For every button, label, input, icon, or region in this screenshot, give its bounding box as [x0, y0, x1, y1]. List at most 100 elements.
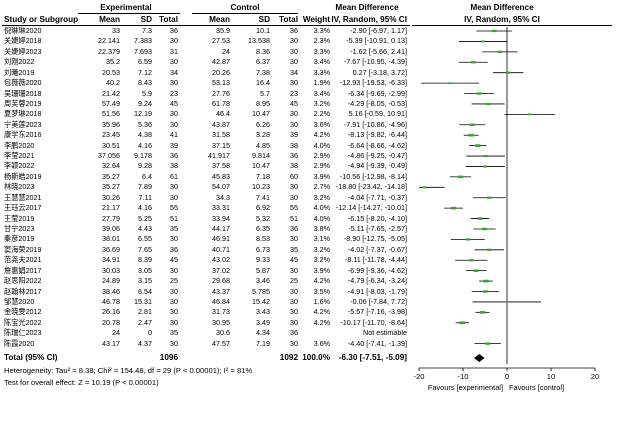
- mean-e: 24: [112, 328, 120, 338]
- sd-c: 15.42: [252, 296, 270, 306]
- sd-c: 5.785: [252, 286, 270, 296]
- n-e: 45: [170, 98, 178, 108]
- effect-square: [485, 342, 491, 345]
- n-c: 36: [290, 328, 298, 338]
- ci: -4.91 [-8.03, -1.79]: [347, 286, 407, 296]
- n-c: 30: [290, 265, 298, 275]
- n-c: 30: [290, 109, 298, 119]
- total-n-e: 1096: [159, 353, 178, 362]
- sd-c: 8.53: [256, 234, 270, 244]
- sd-e: 9.24: [138, 98, 152, 108]
- effect-square: [477, 217, 483, 220]
- ci: -4.79 [-6.34, -3.24]: [347, 276, 407, 286]
- sd-e: 5.9: [142, 88, 152, 98]
- study-name: 陈宝光2022: [4, 317, 42, 327]
- ci: -4.02 [-7.37, -0.67]: [347, 244, 407, 254]
- ci: -2.90 [-6.97, 1.17]: [350, 26, 407, 35]
- study-name: 刘刚2022: [4, 57, 35, 67]
- effect-square: [469, 123, 475, 126]
- weight: 4.2%: [313, 276, 330, 286]
- mean-c: 24: [222, 46, 230, 56]
- mean-c: 46.91: [212, 234, 230, 244]
- study-name: 关婕婷2023: [4, 46, 42, 56]
- ci: -4.40 [-7.41, -1.39]: [347, 338, 407, 348]
- ci: -6.64 [-8.66, -4.62]: [347, 140, 407, 150]
- n-e: 39: [170, 140, 178, 150]
- n-e: 30: [170, 78, 178, 88]
- n-e: 35: [170, 328, 178, 338]
- study-name: 甘宁2023: [4, 223, 35, 233]
- sd-e: 12.19: [134, 109, 152, 119]
- mean-c: 33.94: [212, 213, 230, 223]
- total-ci: -6.30 [-7.51, -5.09]: [338, 353, 407, 362]
- col-ci-right-header: IV, Random, 95% CI: [464, 15, 540, 24]
- weight: 4.2%: [313, 317, 330, 327]
- n-c: 30: [290, 338, 298, 348]
- mean-e: 35.27: [102, 182, 120, 192]
- ci: -6.34 [-9.69, -2.99]: [347, 88, 407, 98]
- n-e: 23: [170, 88, 178, 98]
- weight: 4.2%: [313, 130, 330, 140]
- study-name: 李莹2021: [4, 151, 35, 161]
- col-total-e-header: Total: [159, 15, 178, 24]
- effect-square: [481, 40, 486, 43]
- x-tick-label: -10: [458, 372, 469, 381]
- effect-square: [479, 310, 486, 314]
- ci: -8.13 [-9.82, -6.44]: [347, 130, 407, 140]
- weight: 3.4%: [313, 57, 330, 67]
- n-e: 30: [170, 119, 178, 129]
- mean-e: 33: [112, 26, 120, 35]
- sd-e: 4.37: [138, 338, 152, 348]
- effect-square: [483, 279, 489, 283]
- mean-e: 20.78: [102, 317, 120, 327]
- mean-c: 41.917: [208, 151, 230, 161]
- effect-square: [473, 269, 479, 272]
- effect-square: [497, 50, 503, 53]
- weight: 3.3%: [313, 67, 330, 77]
- study-name: 周芙蓉2019: [4, 98, 42, 108]
- n-c: 60: [290, 171, 298, 181]
- mean-e: 27.79: [102, 213, 120, 223]
- mean-e: 36.69: [102, 244, 120, 254]
- mean-c: 35.9: [216, 26, 230, 35]
- weight: 3.2%: [313, 244, 330, 254]
- sd-c: 9.33: [256, 255, 270, 265]
- n-c: 30: [290, 317, 298, 327]
- mean-e: 30.03: [102, 265, 120, 275]
- weight: 4.0%: [313, 213, 330, 223]
- n-e: 38: [170, 161, 178, 171]
- n-c: 30: [290, 296, 298, 306]
- ci: -7.67 [-10.95, -4.39]: [343, 57, 407, 67]
- md-right-group-header: Mean Difference: [470, 3, 534, 12]
- n-e: 31: [170, 46, 178, 56]
- n-e: 61: [170, 171, 178, 181]
- n-e: 34: [170, 67, 178, 77]
- mean-c: 20.26: [212, 67, 230, 77]
- n-c: 51: [290, 213, 298, 223]
- weight: 4.0%: [313, 203, 330, 213]
- mean-e: 35.2: [106, 57, 120, 67]
- col-mean-e-header: Mean: [99, 15, 120, 24]
- col-sd-c-header: SD: [258, 15, 270, 24]
- mean-e: 57.49: [102, 98, 120, 108]
- weight: 3.9%: [313, 171, 330, 181]
- effect-square: [470, 61, 476, 64]
- weight: 3.2%: [313, 255, 330, 265]
- mean-c: 37.58: [212, 161, 230, 171]
- mean-c: 47.57: [212, 338, 230, 348]
- n-e: 30: [170, 317, 178, 327]
- n-c: 35: [290, 244, 298, 254]
- effect-square: [468, 133, 474, 137]
- ci: -12.93 [-19.53, -6.33]: [339, 78, 407, 88]
- sd-c: 6.37: [256, 57, 270, 67]
- study-name: 杨斯皓2019: [4, 171, 42, 181]
- effect-square: [486, 196, 492, 199]
- favours-right-label: Favours [control]: [509, 383, 565, 392]
- experimental-group-header: Experimental: [100, 3, 152, 12]
- effect-square: [482, 227, 488, 231]
- study-name: 王珏云2017: [4, 203, 42, 213]
- x-tick-label: 0: [505, 372, 509, 381]
- mean-c: 40.71: [212, 244, 230, 254]
- sd-e: 7.3: [142, 26, 152, 35]
- study-name: 林晓2023: [4, 182, 35, 192]
